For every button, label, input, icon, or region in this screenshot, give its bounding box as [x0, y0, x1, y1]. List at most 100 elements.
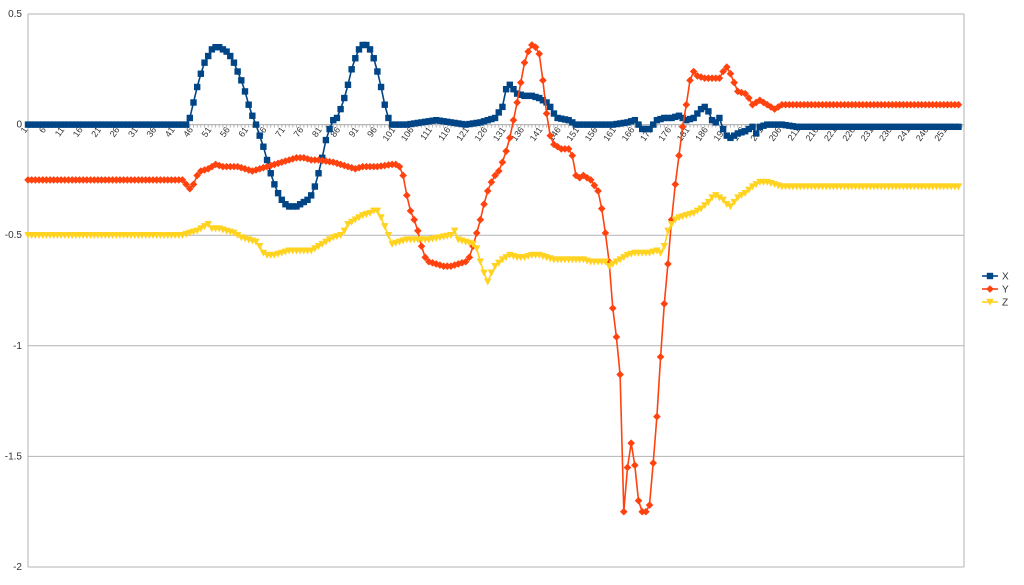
data-point: [535, 50, 544, 58]
data-point: [182, 121, 190, 128]
data-point: [671, 180, 680, 189]
data-point: [252, 121, 260, 128]
data-point: [491, 262, 499, 270]
data-point: [561, 116, 569, 123]
data-point: [230, 59, 238, 66]
data-point: [363, 41, 370, 49]
data-point: [336, 160, 345, 169]
data-point: [469, 240, 477, 248]
data-point: [767, 103, 775, 111]
data-point: [410, 215, 418, 224]
data-point: [300, 198, 308, 206]
data-point: [682, 100, 691, 109]
data-point: [347, 163, 356, 172]
data-point: [311, 245, 319, 253]
data-point: [249, 112, 256, 119]
data-point: [344, 220, 352, 228]
data-point: [719, 125, 727, 133]
x-tick-label: 71: [273, 125, 287, 139]
data-point: [153, 121, 160, 128]
data-point: [664, 227, 672, 235]
data-point: [797, 123, 804, 131]
data-point: [274, 189, 282, 197]
data-point: [480, 269, 488, 277]
data-point: [668, 114, 675, 122]
data-point: [671, 216, 679, 224]
data-point: [461, 257, 470, 266]
data-point: [440, 118, 447, 125]
data-point: [494, 167, 503, 175]
x-tick-label: 21: [89, 125, 103, 139]
data-point: [329, 158, 338, 167]
y-tick-label: -0.5: [5, 230, 23, 241]
data-point: [819, 123, 826, 131]
data-point: [719, 67, 727, 76]
data-point: [660, 243, 668, 251]
data-point: [738, 129, 745, 136]
data-point: [421, 253, 430, 262]
data-point: [488, 115, 495, 123]
series-group: [24, 41, 963, 516]
data-point: [355, 163, 363, 172]
data-point: [227, 52, 234, 60]
data-point: [322, 157, 330, 165]
x-tick-label: 31: [126, 125, 140, 139]
data-point: [986, 298, 994, 306]
data-point: [986, 272, 994, 280]
data-point: [723, 132, 730, 139]
data-point: [43, 121, 50, 128]
data-point: [68, 121, 76, 128]
data-point: [277, 158, 286, 167]
data-point: [608, 304, 617, 312]
data-point: [157, 121, 164, 128]
data-point: [686, 115, 694, 123]
data-point: [907, 123, 914, 131]
series-z: [24, 178, 963, 286]
data-point: [892, 123, 900, 131]
series-line-z: [28, 181, 959, 284]
data-point: [528, 92, 536, 100]
data-point: [947, 123, 955, 131]
data-point: [929, 123, 936, 131]
data-point: [569, 119, 576, 126]
data-point: [483, 187, 492, 195]
data-point: [715, 194, 724, 202]
data-point: [583, 121, 591, 128]
data-point: [583, 173, 591, 182]
x-tick-label: 96: [365, 125, 379, 139]
data-point: [612, 258, 621, 266]
data-point: [337, 105, 344, 113]
data-point: [83, 121, 91, 128]
data-point: [244, 166, 253, 174]
data-point: [491, 114, 499, 122]
data-point: [399, 121, 407, 128]
data-point: [756, 123, 764, 131]
data-point: [285, 203, 293, 210]
data-point: [896, 123, 903, 131]
data-point: [609, 121, 616, 128]
series-x: [24, 41, 962, 210]
data-point: [749, 123, 756, 131]
data-point: [867, 123, 874, 131]
data-point: [252, 238, 260, 246]
data-point: [377, 162, 385, 170]
data-point: [260, 143, 267, 150]
data-point: [767, 121, 775, 128]
legend-item-y: Y: [982, 285, 1009, 296]
data-point: [388, 121, 396, 128]
data-point: [149, 121, 157, 128]
data-point: [281, 157, 290, 165]
data-point: [922, 123, 929, 131]
data-point: [476, 215, 485, 224]
data-point: [326, 125, 333, 133]
data-point: [543, 99, 550, 106]
data-point: [620, 119, 628, 127]
data-point: [760, 122, 767, 129]
x-tick-label: 46: [181, 125, 195, 139]
data-point: [885, 123, 892, 131]
data-point: [564, 145, 573, 153]
data-point: [722, 63, 731, 71]
data-point: [109, 121, 116, 128]
x-tick-label: 91: [347, 125, 361, 139]
data-point: [517, 91, 525, 98]
